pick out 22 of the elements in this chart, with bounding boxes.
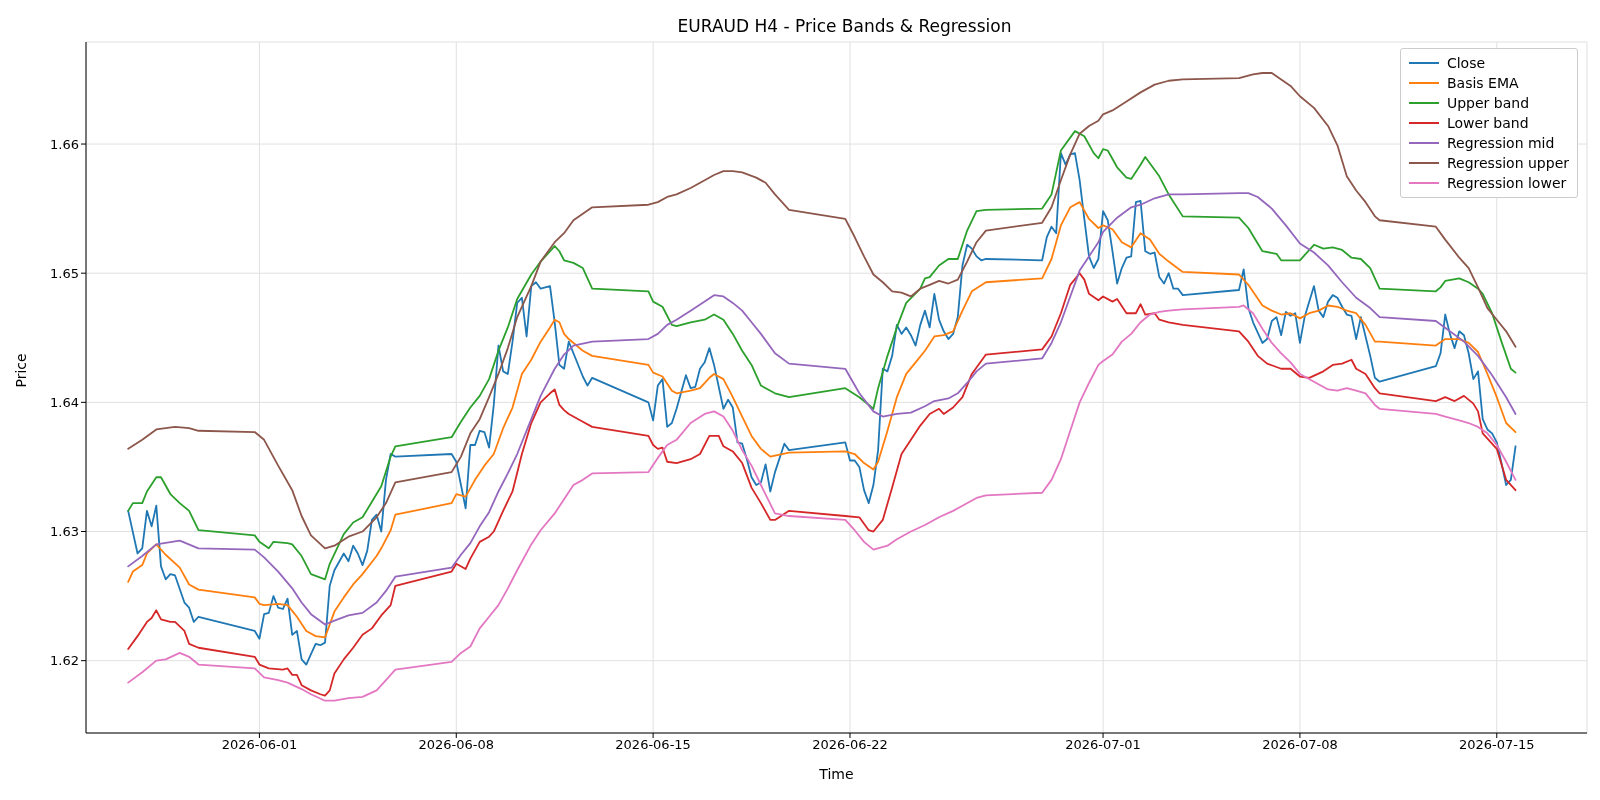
x-tick-label: 2026-07-01 xyxy=(1065,737,1141,753)
x-tick-label: 2026-06-01 xyxy=(221,737,298,753)
y-tick-label: 1.64 xyxy=(50,394,79,410)
legend-label: Close xyxy=(1446,54,1486,73)
legend-label: Basis EMA xyxy=(1446,74,1519,93)
x-tick-label: 2026-06-08 xyxy=(418,737,495,753)
chart-title: EURAUD H4 - Price Bands & Regression xyxy=(676,16,1013,36)
y-tick-label: 1.66 xyxy=(50,136,79,152)
legend-label: Regression mid xyxy=(1446,134,1555,153)
legend-label: Upper band xyxy=(1446,94,1530,113)
x-axis-title: Time xyxy=(818,766,854,782)
y-tick-label: 1.63 xyxy=(50,524,79,540)
x-tick-label: 2026-06-15 xyxy=(615,737,691,753)
legend-label: Lower band xyxy=(1446,114,1529,133)
x-tick-label: 2026-07-15 xyxy=(1458,737,1535,753)
legend-label: Regression upper xyxy=(1446,154,1569,173)
y-tick-label: 1.65 xyxy=(50,265,79,281)
x-tick-label: 2026-06-22 xyxy=(812,737,888,753)
y-axis-title: Price xyxy=(12,353,29,388)
x-tick-label: 2026-07-08 xyxy=(1262,737,1338,753)
y-tick-label: 1.62 xyxy=(50,653,79,669)
legend-label: Regression lower xyxy=(1446,174,1567,193)
